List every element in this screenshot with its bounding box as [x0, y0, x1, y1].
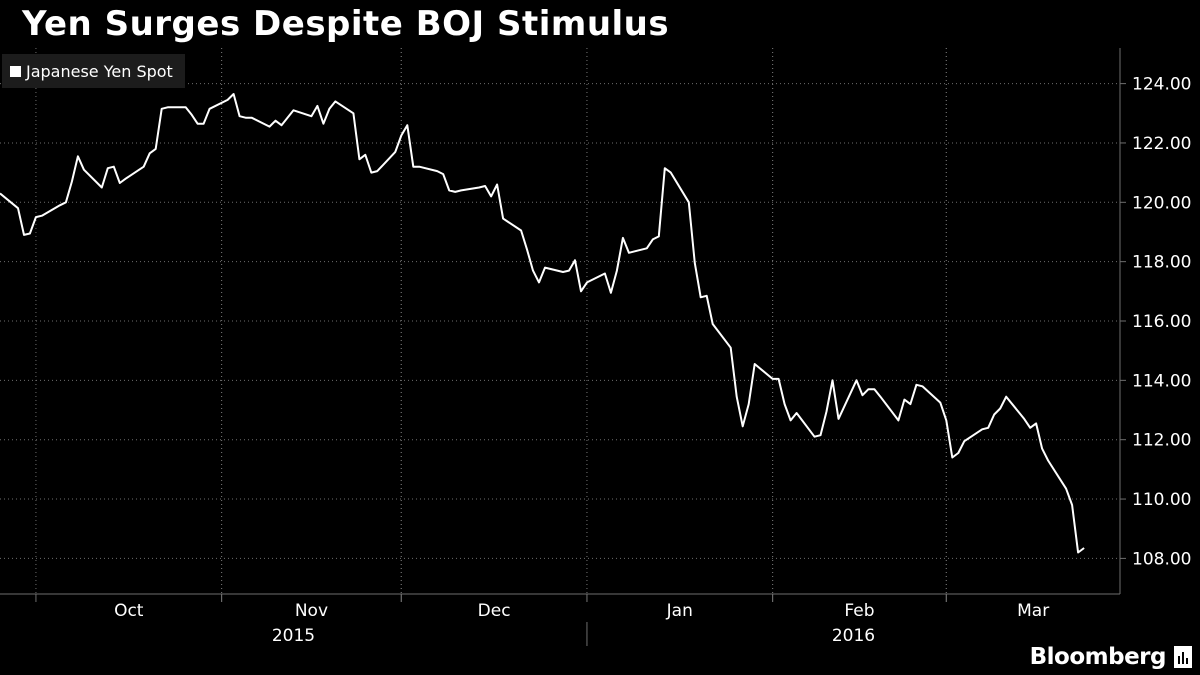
x-month-label: Nov	[295, 601, 328, 621]
series-line-japanese-yen-spot	[0, 93, 1085, 554]
legend-swatch	[10, 65, 21, 77]
y-tick-label: 114.00	[1132, 371, 1191, 391]
x-month-label: Jan	[666, 601, 693, 621]
brand-name: Bloomberg	[1029, 644, 1167, 670]
y-tick-label: 110.00	[1132, 490, 1191, 510]
x-month-label: Mar	[1017, 601, 1049, 621]
legend-label: Japanese Yen Spot	[26, 61, 173, 81]
y-tick-label: 118.00	[1132, 253, 1191, 273]
y-tick-label: 124.00	[1132, 75, 1191, 95]
x-month-label: Oct	[114, 601, 144, 621]
bloomberg-terminal-icon	[1174, 646, 1192, 668]
y-tick-label: 116.00	[1132, 312, 1191, 332]
x-year-label: 2015	[272, 626, 315, 646]
y-tick-label: 108.00	[1132, 549, 1191, 569]
x-year-label: 2016	[832, 626, 875, 646]
y-tick-label: 120.00	[1132, 193, 1191, 213]
y-tick-label: 112.00	[1132, 431, 1191, 451]
x-month-label: Dec	[478, 601, 511, 621]
legend: Japanese Yen Spot	[2, 54, 185, 88]
chart-title: Yen Surges Despite BOJ Stimulus	[22, 4, 670, 44]
x-month-label: Feb	[844, 601, 874, 621]
y-tick-label: 122.00	[1132, 134, 1191, 154]
bloomberg-logo: Bloomberg	[1030, 644, 1192, 670]
